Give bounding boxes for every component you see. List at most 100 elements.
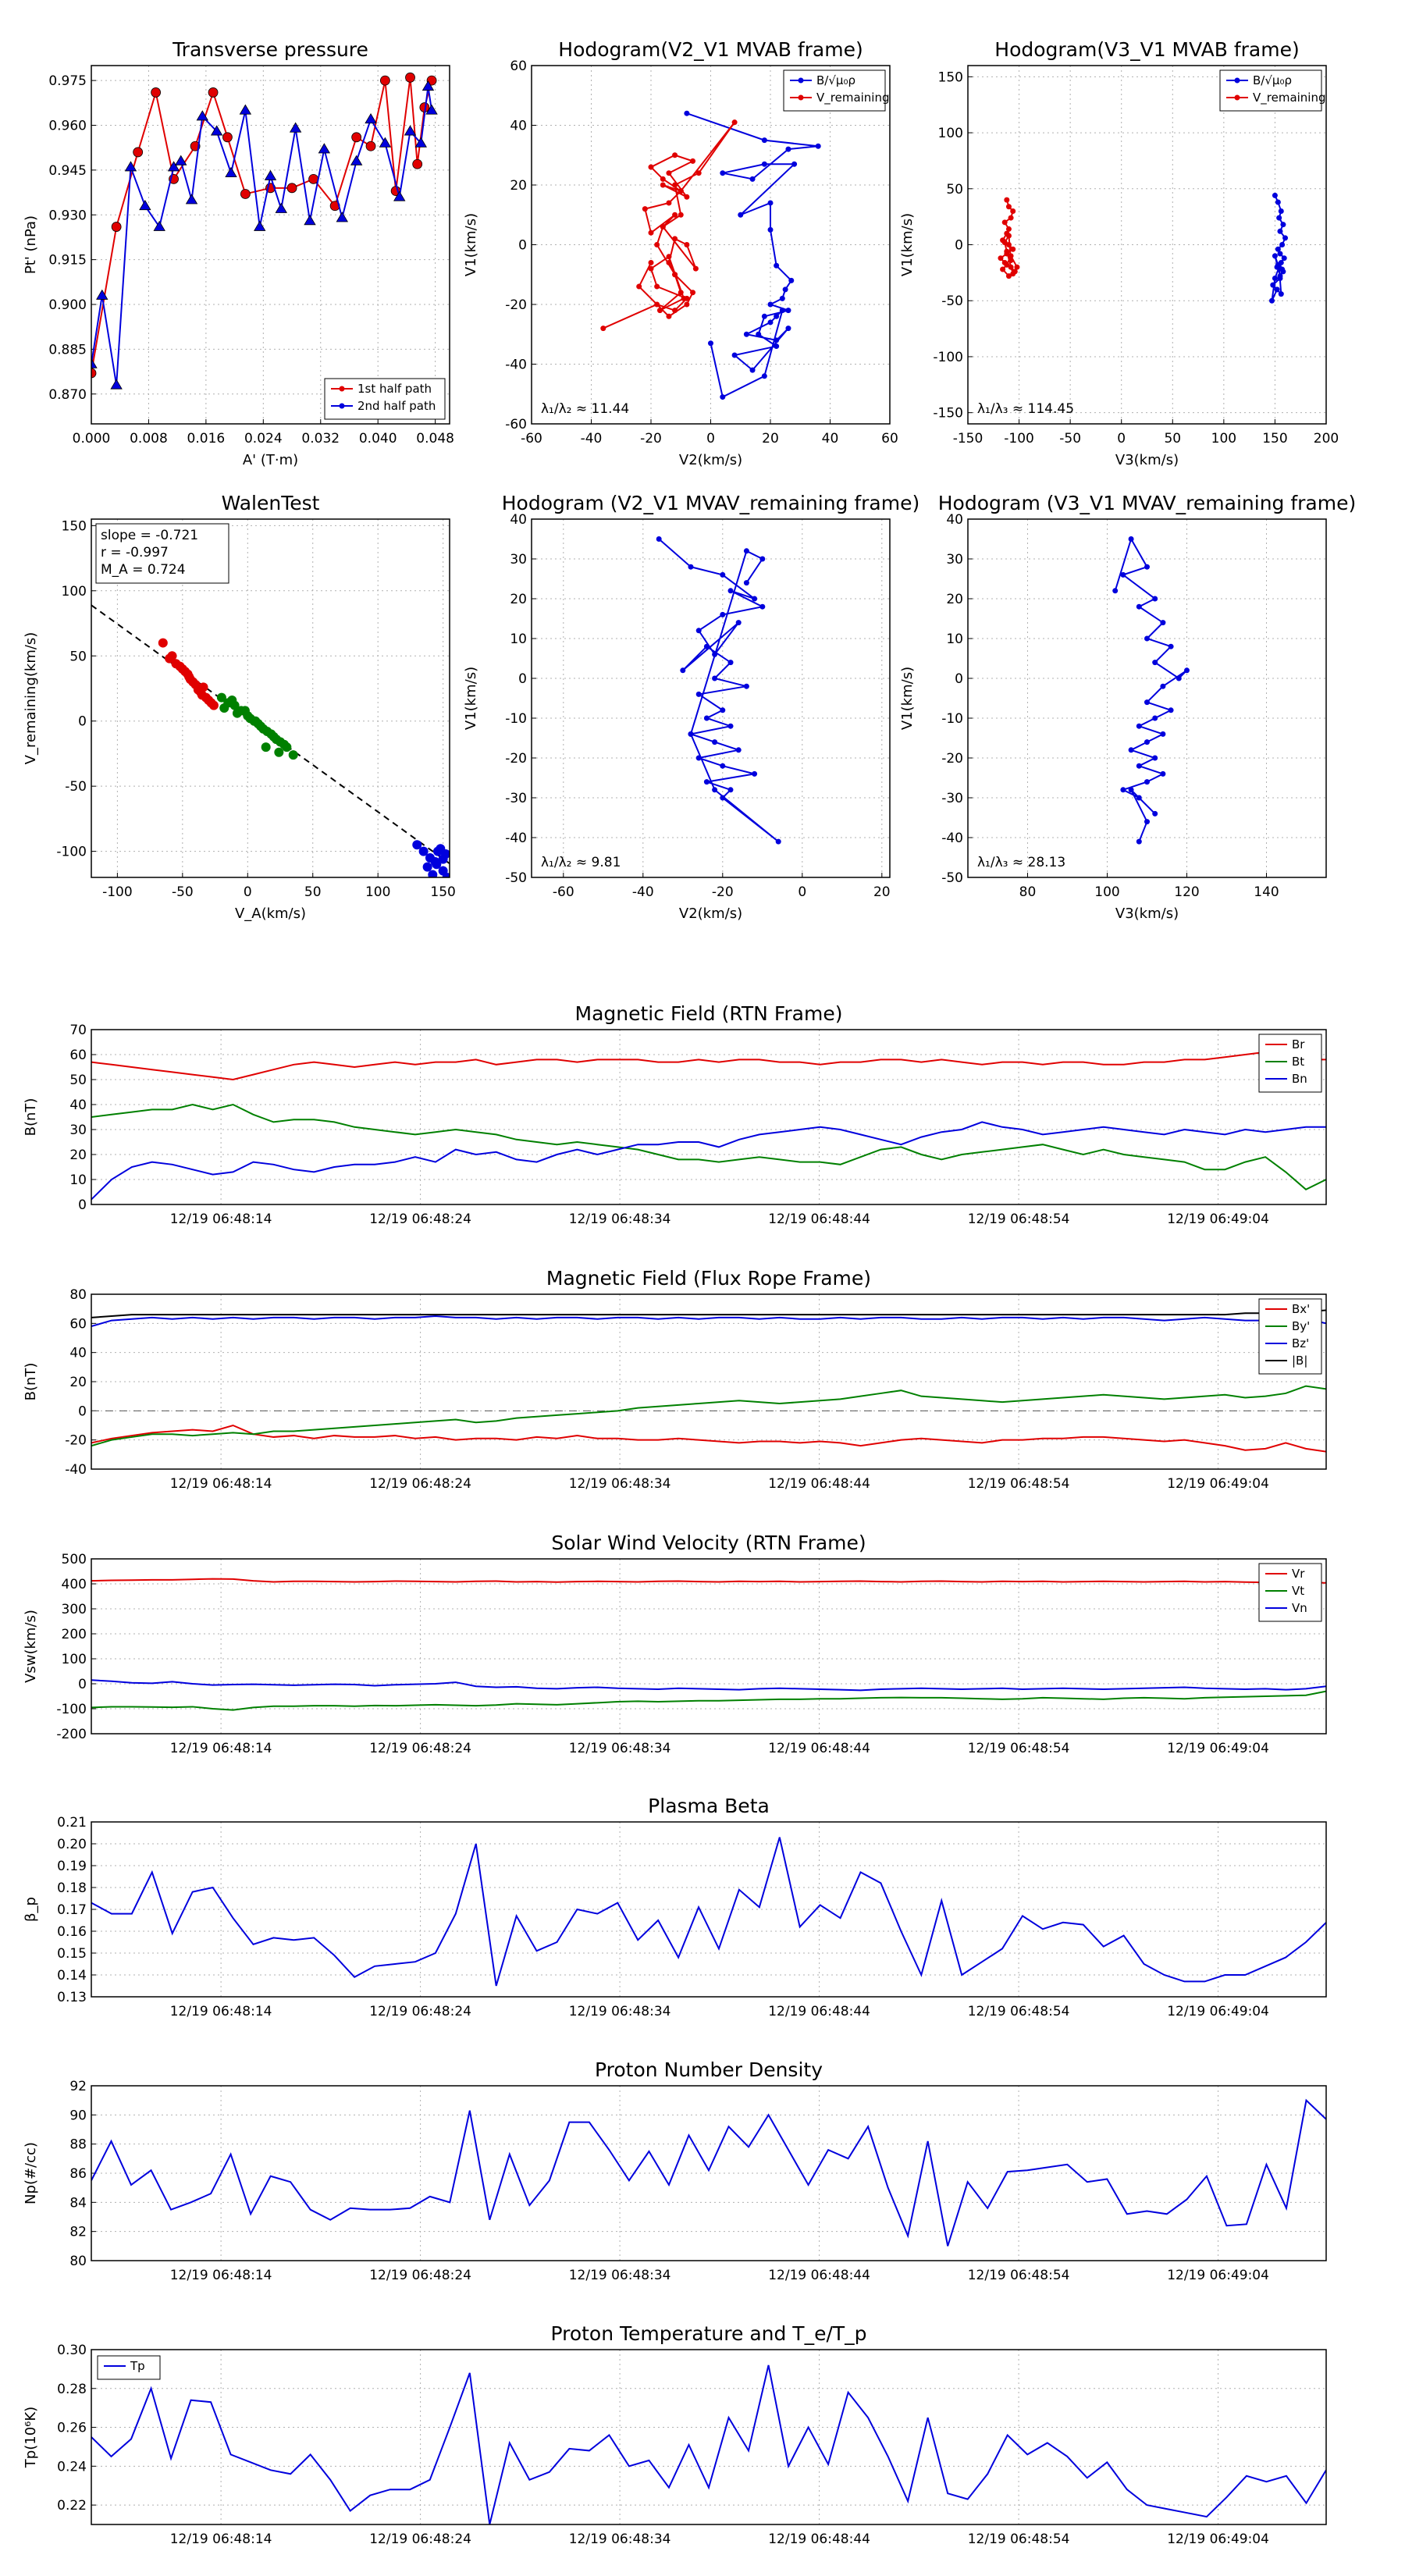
data-point	[216, 692, 226, 703]
y-tick-label: 40	[510, 512, 527, 528]
data-point	[688, 564, 694, 570]
y-tick-label: 40	[69, 1098, 87, 1113]
plot-area	[91, 1051, 1326, 1201]
y-tick-label: -40	[505, 831, 527, 846]
y-tick-label: 40	[946, 512, 963, 528]
data-point	[110, 379, 123, 390]
x-tick-label: 150	[430, 884, 455, 900]
y-tick-label: -30	[941, 791, 963, 806]
series-line-By	[91, 1385, 1326, 1447]
data-point	[998, 255, 1004, 262]
data-point	[1160, 620, 1166, 626]
x-tick-label: 12/19 06:49:04	[1167, 1476, 1269, 1492]
data-point	[767, 319, 774, 326]
y-tick-label: 40	[69, 1346, 87, 1361]
panel-tp2: Proton Temperature and T_e/T_p 0.22 0.24 0.…	[23, 2322, 1327, 2547]
data-point	[660, 224, 666, 230]
data-point	[227, 696, 237, 706]
data-point	[678, 290, 684, 296]
y-tick-label: 50	[69, 649, 87, 664]
y-tick-label: -100	[56, 1702, 87, 1717]
y-tick-label: 0.975	[48, 73, 87, 89]
data-point	[275, 202, 287, 213]
data-point	[158, 638, 168, 648]
y-tick-label: -30	[505, 791, 527, 806]
data-point	[761, 161, 767, 167]
data-point	[785, 146, 791, 152]
data-point	[656, 536, 662, 542]
data-point	[779, 295, 785, 301]
data-point	[761, 373, 767, 379]
legend-box	[1258, 1563, 1322, 1622]
data-point	[1184, 667, 1190, 674]
y-tick-label: 0	[78, 1197, 87, 1213]
data-point	[1281, 255, 1287, 262]
data-point	[1005, 204, 1012, 210]
data-point	[1277, 251, 1283, 257]
x-tick-label: 12/19 06:48:54	[968, 1212, 1070, 1227]
x-tick-label: 12/19 06:48:54	[968, 1741, 1070, 1756]
data-point	[752, 770, 758, 777]
ratio-annotation: λ₁/λ₂ ≈ 9.81	[541, 855, 621, 870]
data-point	[1270, 282, 1276, 288]
legend-marker	[798, 77, 804, 84]
data-point	[731, 119, 738, 126]
data-point	[720, 707, 726, 713]
x-tick-label: 12/19 06:48:14	[170, 1741, 272, 1756]
y-tick-label: 0.15	[57, 1946, 87, 1962]
plot-area	[91, 72, 438, 390]
data-point	[1144, 699, 1150, 706]
x-tick-label: -100	[102, 884, 133, 900]
y-tick-label: -10	[941, 711, 963, 727]
data-point	[1152, 596, 1158, 602]
x-tick-label: 12/19 06:48:14	[170, 1476, 272, 1492]
x-axis-label: V2(km/s)	[679, 452, 742, 468]
x-tick-label: 12/19 06:48:24	[369, 2532, 471, 2547]
legend-label: By'	[1292, 1319, 1310, 1333]
data-point	[289, 122, 302, 133]
data-point	[1136, 763, 1142, 769]
y-axis-label: β_p	[23, 1897, 39, 1922]
series-line-Vt	[91, 1690, 1326, 1711]
y-tick-label: 10	[69, 1172, 87, 1188]
x-tick-label: 12/19 06:48:34	[569, 1212, 671, 1227]
series-line-B	[91, 1309, 1326, 1318]
series-line-Tp	[91, 2364, 1326, 2524]
data-point	[743, 331, 749, 337]
data-point	[648, 229, 654, 236]
x-tick-label: 12/19 06:48:34	[569, 2268, 671, 2283]
data-point	[1004, 248, 1010, 254]
data-point	[422, 862, 432, 872]
series-line-Vn	[91, 1679, 1326, 1692]
data-point	[274, 747, 284, 757]
data-point	[272, 735, 282, 745]
plot-frame	[531, 65, 891, 425]
chart-title: Plasma Beta	[648, 1795, 770, 1817]
chart-title: Solar Wind Velocity (RTN Frame)	[551, 1532, 866, 1554]
data-point	[684, 242, 690, 247]
plot-frame	[967, 65, 1327, 425]
y-axis-label: V1(km/s)	[899, 667, 916, 730]
data-point	[695, 755, 702, 761]
x-tick-label: 12/19 06:48:24	[369, 1476, 471, 1492]
ratio-annotation: λ₁/λ₃ ≈ 114.45	[977, 401, 1074, 417]
y-tick-label: 0.21	[57, 1815, 87, 1831]
data-point	[96, 289, 108, 300]
y-tick-label: -20	[941, 751, 963, 767]
data-point	[1010, 271, 1016, 277]
y-axis-label: V_remaining(km/s)	[23, 632, 39, 765]
x-tick-label: 0.024	[244, 431, 283, 447]
y-tick-label: 40	[510, 119, 527, 134]
panel-np: Proton Number Density 80 82 84 86 88 90 92 12/19…	[23, 2058, 1327, 2283]
x-tick-label: 80	[1019, 884, 1037, 900]
data-point	[1001, 219, 1008, 226]
data-point	[153, 220, 165, 231]
y-axis-label: B(nT)	[23, 1363, 39, 1401]
x-tick-label: 100	[1211, 431, 1236, 447]
plot-area	[998, 192, 1289, 304]
y-axis-label: B(nT)	[23, 1098, 39, 1137]
y-tick-label: 0	[518, 238, 527, 254]
data-point	[712, 675, 718, 681]
data-point	[695, 628, 702, 634]
data-point	[219, 703, 229, 713]
